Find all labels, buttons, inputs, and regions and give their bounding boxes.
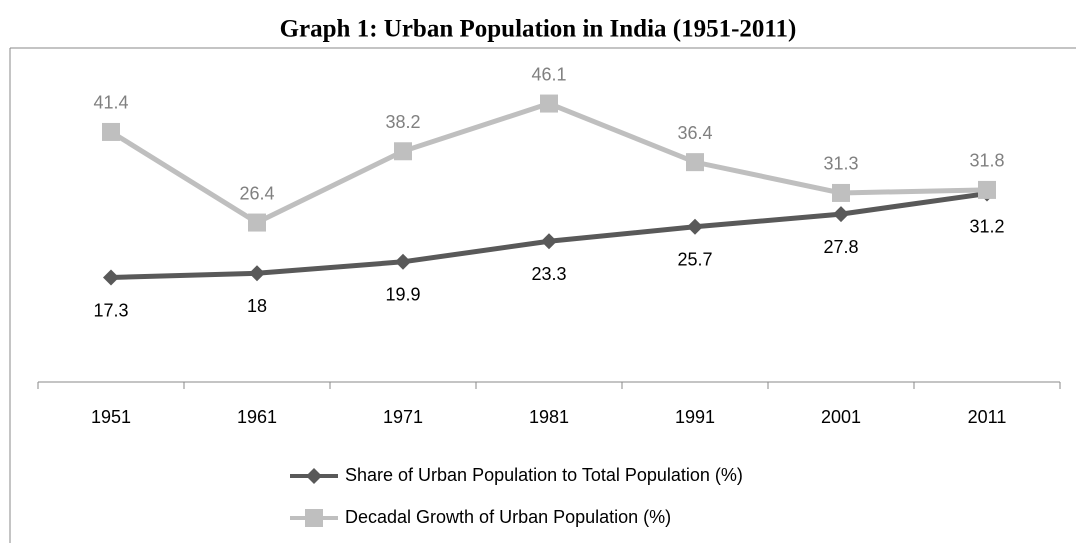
data-label: 41.4 xyxy=(93,93,128,113)
data-point xyxy=(978,180,996,199)
data-label: 25.7 xyxy=(677,250,712,270)
legend-marker xyxy=(306,468,322,484)
data-label: 46.1 xyxy=(531,64,566,84)
data-label: 19.9 xyxy=(385,285,420,305)
x-tick-label: 1991 xyxy=(675,407,715,427)
data-point xyxy=(832,183,850,202)
data-point xyxy=(541,233,557,250)
data-label: 31.8 xyxy=(969,151,1004,171)
legend-label: Decadal Growth of Urban Population (%) xyxy=(345,507,671,527)
data-label: 23.3 xyxy=(531,264,566,284)
data-label: 31.2 xyxy=(969,216,1004,236)
x-tick-label: 1961 xyxy=(237,407,277,427)
x-tick-label: 1981 xyxy=(529,407,569,427)
chart-title: Graph 1: Urban Population in India (1951… xyxy=(280,16,797,43)
data-label: 31.3 xyxy=(823,154,858,174)
data-label: 38.2 xyxy=(385,112,420,132)
data-label: 18 xyxy=(247,296,267,316)
data-point xyxy=(102,122,120,141)
data-label: 36.4 xyxy=(677,123,712,143)
data-point xyxy=(395,253,411,270)
data-point xyxy=(103,269,119,286)
data-point xyxy=(686,153,704,172)
data-label: 27.8 xyxy=(823,237,858,257)
x-tick-label: 2011 xyxy=(968,407,1007,427)
legend-label: Share of Urban Population to Total Popul… xyxy=(345,465,743,485)
x-tick-label: 1951 xyxy=(91,407,131,427)
data-point xyxy=(833,206,849,223)
x-tick-label: 1971 xyxy=(383,407,423,427)
data-label: 26.4 xyxy=(239,183,274,203)
data-point xyxy=(394,142,412,161)
data-point xyxy=(540,94,558,113)
x-tick-label: 2001 xyxy=(821,407,861,427)
data-label: 17.3 xyxy=(93,300,128,320)
data-point xyxy=(249,265,265,282)
data-point xyxy=(248,213,266,232)
legend-marker xyxy=(305,509,323,527)
data-point xyxy=(687,218,703,235)
